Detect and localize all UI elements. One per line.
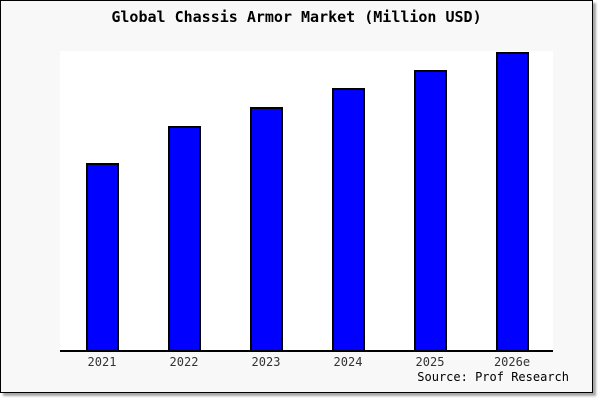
bar-2026e — [495, 52, 529, 350]
x-tick-label-2022: 2022 — [169, 355, 199, 369]
source-credit: Source: Prof Research — [417, 370, 569, 384]
x-tick-label-2026e: 2026e — [493, 355, 531, 369]
bar-2024 — [331, 88, 365, 350]
bar-2021 — [85, 163, 119, 350]
x-axis-line — [60, 350, 553, 352]
bar-2022 — [167, 126, 201, 350]
chart-title: Global Chassis Armor Market (Million USD… — [111, 8, 482, 26]
x-tick-label-2023: 2023 — [251, 355, 281, 369]
bar-2023 — [249, 107, 283, 350]
x-tick-label-2021: 2021 — [87, 355, 117, 369]
x-axis-labels: 2021 2022 2023 2024 2025 2026e — [60, 352, 553, 369]
x-tick-label-2024: 2024 — [333, 355, 363, 369]
bar-2025 — [413, 70, 447, 350]
x-tick-label-2025: 2025 — [415, 355, 445, 369]
plot-area — [60, 51, 553, 352]
chart-card: Global Chassis Armor Market (Million USD… — [0, 0, 593, 393]
